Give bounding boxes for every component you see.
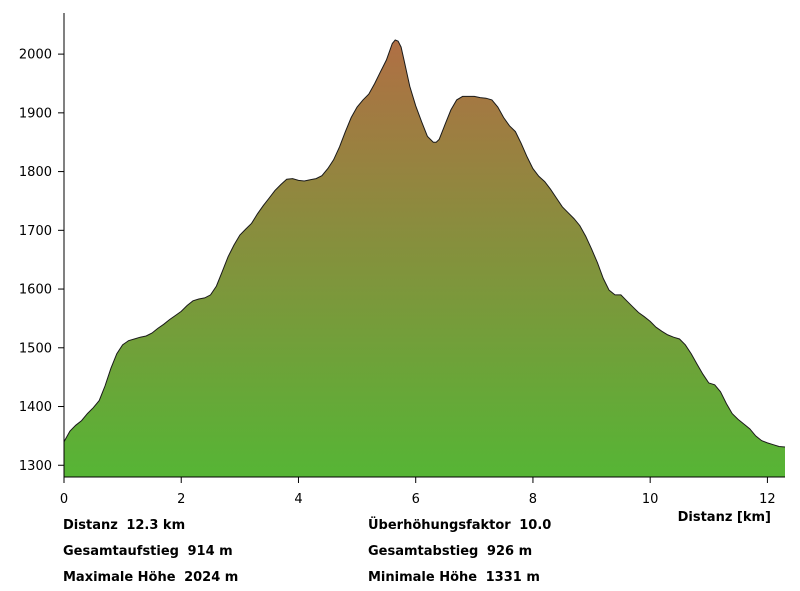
x-tick-label: 12 <box>759 492 776 507</box>
x-axis-title: Distanz [km] <box>678 510 771 525</box>
ticks-layer: 0 2 4 6 8 10 12 1300 1400 1500 1600 1700 1800 1900 200… <box>19 48 776 507</box>
y-tick-label: 1600 <box>19 283 52 298</box>
x-tick-label: 4 <box>294 492 302 507</box>
y-tick-label: 1800 <box>19 165 52 180</box>
x-tick-label: 0 <box>60 492 68 507</box>
exaggeration-value: 10.0 <box>519 518 552 533</box>
profile-area-layer <box>63 39 786 477</box>
distance-value: 12.3 km <box>126 518 186 533</box>
profile-line <box>63 39 786 448</box>
max-elevation-value: 2024 m <box>184 570 239 585</box>
descent-label: Gesamtabstieg <box>368 544 479 559</box>
y-tick-label: 1700 <box>19 224 52 239</box>
ascent-label: Gesamtaufstieg <box>63 544 179 559</box>
x-tick-label: 10 <box>642 492 659 507</box>
x-tick-label: 8 <box>529 492 537 507</box>
max-elevation-label: Maximale Höhe <box>63 570 176 585</box>
max-elevation-stat: Maximale Höhe 2024 m <box>63 565 238 591</box>
ascent-value: 914 m <box>187 544 233 559</box>
descent-value: 926 m <box>486 544 533 559</box>
distance-stat: Distanz 12.3 km <box>63 513 238 539</box>
profile-area-fill <box>64 40 785 477</box>
y-tick-label: 1500 <box>19 341 52 356</box>
exaggeration-stat: Überhöhungsfaktor 10.0 <box>368 513 551 539</box>
min-elevation-value: 1331 m <box>485 570 540 585</box>
stats-left-column: Distanz 12.3 km Gesamtaufstieg 914 m Max… <box>63 513 238 591</box>
x-tick-label: 6 <box>412 492 420 507</box>
min-elevation-stat: Minimale Höhe 1331 m <box>368 565 551 591</box>
x-tick-label: 2 <box>177 492 185 507</box>
y-tick-label: 1400 <box>19 400 52 415</box>
y-tick-label: 1900 <box>19 106 52 121</box>
ascent-stat: Gesamtaufstieg 914 m <box>63 539 238 565</box>
min-elevation-label: Minimale Höhe <box>368 570 478 585</box>
exaggeration-label: Überhöhungsfaktor <box>368 518 511 533</box>
axes-layer <box>63 13 785 478</box>
y-tick-label: 1300 <box>19 459 52 474</box>
descent-stat: Gesamtabstieg 926 m <box>368 539 551 565</box>
distance-label: Distanz <box>63 518 118 533</box>
y-tick-label: 2000 <box>19 48 52 63</box>
stats-right-column: Überhöhungsfaktor 10.0 Gesamtabstieg 926… <box>368 513 551 591</box>
